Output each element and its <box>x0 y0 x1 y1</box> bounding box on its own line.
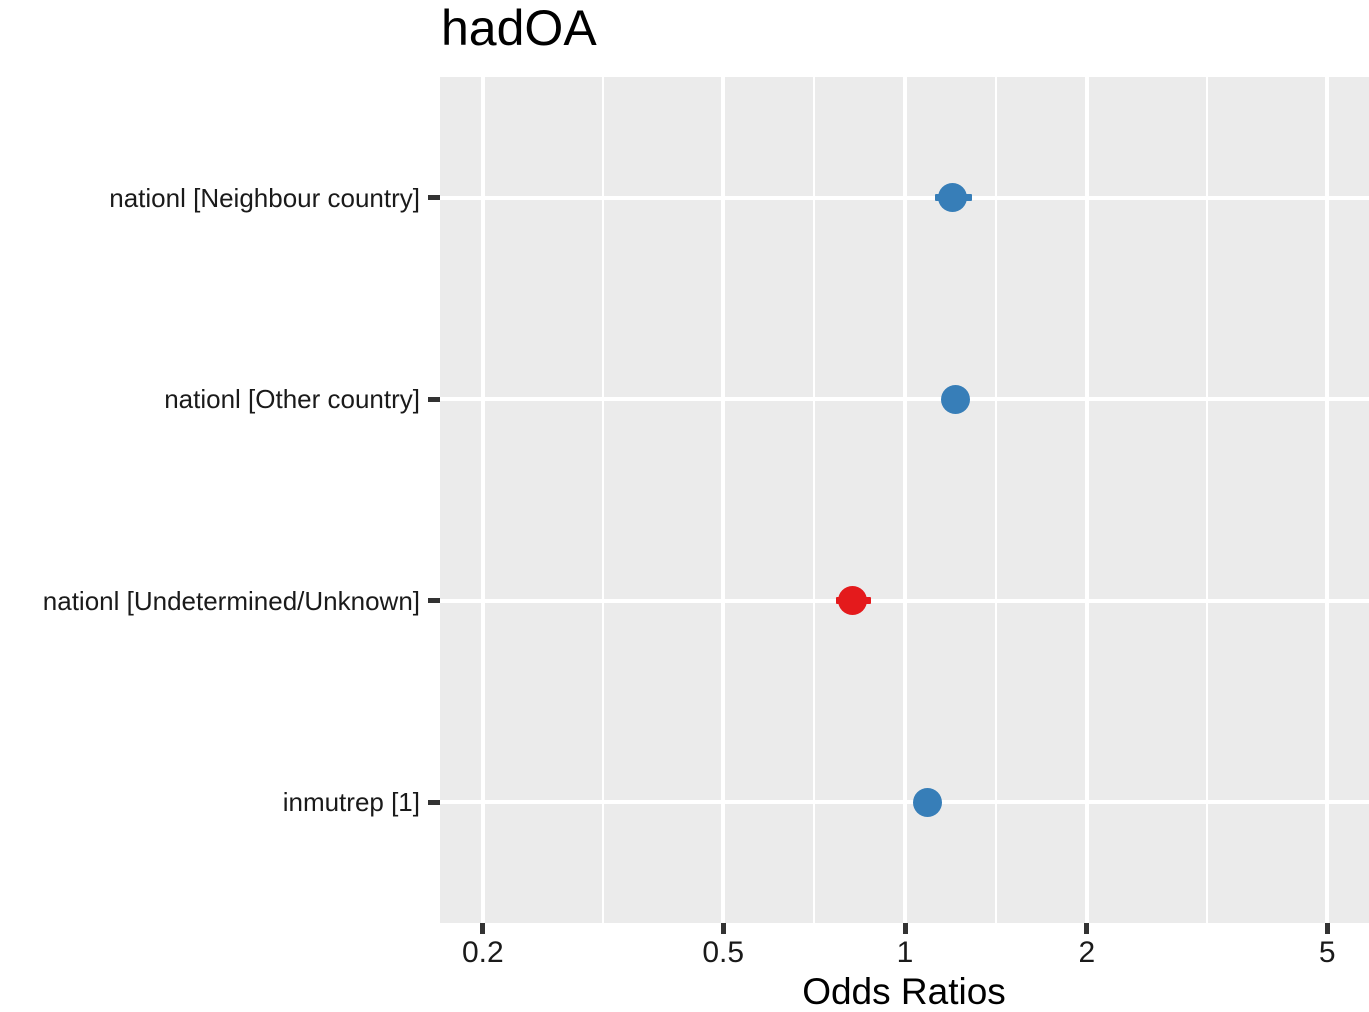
y-axis-label: nationl [Undetermined/Unknown] <box>42 585 420 616</box>
data-point <box>938 183 968 213</box>
gridline-minor-vertical <box>812 77 816 923</box>
data-point <box>913 787 943 817</box>
y-axis-tick <box>428 396 440 402</box>
y-axis-label: inmutrep [1] <box>282 787 420 818</box>
plot-panel <box>440 77 1369 923</box>
gridline-major-vertical <box>1325 77 1330 923</box>
plot-title: hadOA <box>441 0 597 56</box>
gridline-minor-vertical <box>601 77 605 923</box>
x-axis-tick-label: 2 <box>1078 936 1096 969</box>
gridline-major-vertical <box>1084 77 1089 923</box>
gridline-major-horizontal <box>440 195 1369 200</box>
x-axis-tick-label: 5 <box>1318 936 1336 969</box>
y-axis-tick <box>428 195 440 201</box>
x-axis-tick <box>720 923 726 934</box>
x-axis-tick <box>902 923 908 934</box>
x-axis-tick <box>1324 923 1330 934</box>
data-point <box>838 586 868 616</box>
gridline-major-horizontal <box>440 800 1369 805</box>
x-axis-tick <box>480 923 486 934</box>
gridline-minor-vertical <box>1205 77 1209 923</box>
y-axis-tick <box>428 598 440 604</box>
gridline-major-vertical <box>480 77 485 923</box>
y-axis-label: nationl [Other country] <box>164 384 420 415</box>
y-axis-label: nationl [Neighbour country] <box>109 182 420 213</box>
data-point <box>940 384 970 414</box>
x-axis-tick <box>1084 923 1090 934</box>
gridline-major-vertical <box>903 77 907 923</box>
x-axis-title: Odds Ratios <box>802 971 1006 1012</box>
gridline-major-horizontal <box>440 598 1369 603</box>
gridline-minor-vertical <box>994 77 998 923</box>
x-axis-tick-label: 0.5 <box>702 936 745 969</box>
gridline-major-vertical <box>721 77 726 923</box>
x-axis-tick-label: 0.2 <box>461 936 504 969</box>
x-axis-tick-label: 1 <box>896 936 914 969</box>
gridline-major-horizontal <box>440 397 1369 402</box>
y-axis-tick <box>428 799 440 805</box>
